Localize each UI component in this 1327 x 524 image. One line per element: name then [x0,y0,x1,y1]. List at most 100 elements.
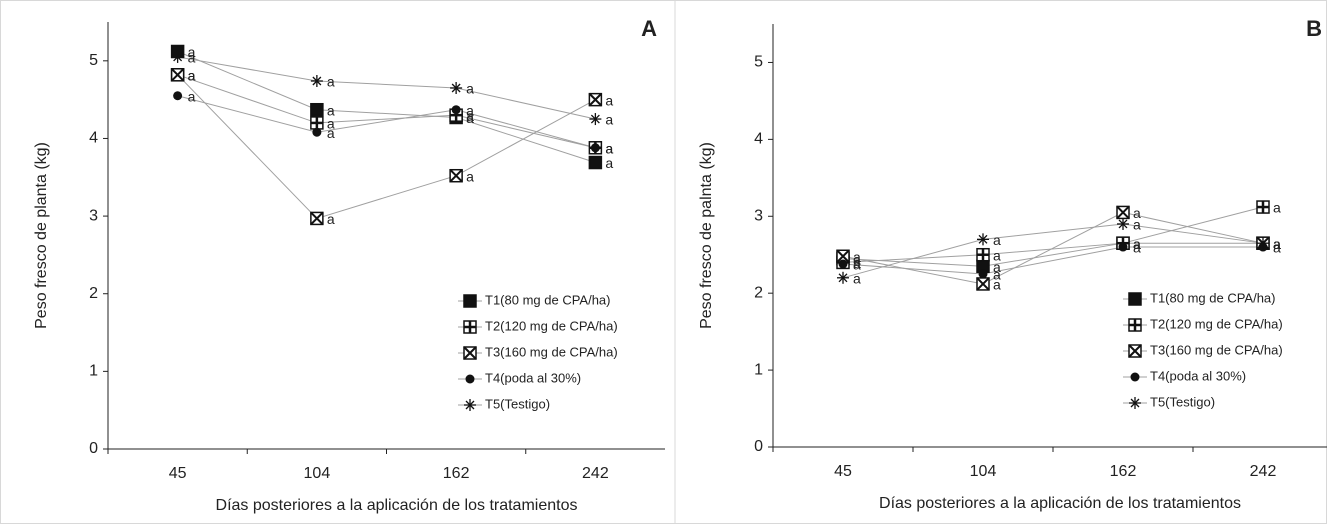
y-tick-label: 3 [89,207,98,224]
significance-letter: a [188,67,196,83]
legend-label: T2(120 mg de CPA/ha) [485,318,618,333]
series-line [842,242,1263,267]
legend-marker [463,320,477,334]
legend-label: T3(160 mg de CPA/ha) [1150,342,1283,357]
significance-letter: a [466,108,474,124]
legend-label: T5(Testigo) [485,396,550,411]
marker-shape [312,127,322,137]
significance-letter: a [327,211,335,227]
x-tick-label: 242 [1250,463,1277,480]
legend-marker [465,374,475,384]
marker-shape [1116,205,1130,220]
data-point [589,113,602,126]
legend-marker [1129,397,1141,409]
legend-marker [464,399,476,411]
marker-shape [1130,372,1140,382]
x-tick-label: 104 [970,463,997,480]
y-tick-label: 0 [754,438,763,455]
marker-shape [978,269,988,279]
marker-shape [312,76,322,86]
significance-letter: a [605,140,613,156]
significance-letter: a [1133,236,1141,252]
legend-label: T3(160 mg de CPA/ha) [485,344,618,359]
panel-label: A [641,16,657,41]
data-point [1116,205,1130,220]
data-point [976,247,990,262]
data-point [310,211,324,226]
series-line [177,74,596,219]
marker-shape [173,52,183,62]
significance-letter: a [605,155,613,171]
y-tick-label: 1 [89,363,98,380]
significance-letter: a [188,88,196,104]
legend-marker [1128,318,1142,332]
y-tick-label: 1 [754,361,763,378]
y-tick-label: 3 [754,207,763,224]
x-axis-label: Días posteriores a la aplicación de los … [216,497,578,514]
marker-shape [838,259,848,269]
x-tick-label: 162 [1110,463,1137,480]
marker-shape [310,102,324,117]
series-line [177,95,596,149]
marker-shape [451,105,461,115]
significance-letter: a [1273,236,1281,252]
marker-shape [310,211,324,226]
data-point [977,233,989,246]
y-tick-label: 2 [89,285,98,302]
significance-letter: a [993,267,1001,283]
significance-letter: a [993,247,1001,263]
marker-shape [1128,344,1142,358]
significance-letter: a [327,102,335,118]
marker-shape [465,400,475,410]
significance-letter: a [466,81,474,97]
y-axis-label: Peso fresco de planta (kg) [33,142,50,329]
data-point [171,50,184,63]
significance-letter: a [466,168,474,184]
data-point [837,271,849,284]
significance-letter: a [1273,200,1281,216]
x-tick-label: 242 [582,465,609,482]
legend-label: T2(120 mg de CPA/ha) [1150,316,1283,331]
significance-letter: a [1133,205,1141,221]
significance-letter: a [853,249,861,265]
legend-marker [1128,344,1142,358]
legend-label: T1(80 mg de CPA/ha) [1150,290,1275,305]
data-point [451,105,461,115]
marker-shape [836,249,850,263]
panel-label: B [1306,16,1322,41]
data-point [312,127,322,137]
marker-shape [1128,292,1142,306]
significance-letter: a [993,277,1001,293]
marker-shape [588,92,603,107]
significance-letter: a [188,44,196,60]
data-point [588,92,603,107]
series-line [842,223,1264,279]
series-line [177,51,596,163]
x-tick-label: 45 [169,465,187,482]
data-point [449,168,463,183]
marker-shape [170,68,185,82]
significance-letter: a [327,74,335,90]
significance-letter: a [466,110,474,126]
x-tick-label: 162 [443,465,470,482]
y-tick-label: 0 [89,440,98,457]
marker-shape [463,346,477,360]
marker-shape [173,91,183,101]
legend-label: T1(80 mg de CPA/ha) [485,292,610,307]
data-point [170,68,185,82]
significance-letter: a [1273,236,1281,252]
data-point [450,81,463,94]
significance-letter: a [993,232,1001,248]
significance-letter: a [188,50,196,66]
data-point [976,277,990,291]
data-point [1117,217,1129,230]
significance-letter: a [1273,240,1281,256]
significance-letter: a [853,271,861,287]
data-point [1118,242,1128,252]
significance-letter: a [853,257,861,273]
marker-shape [838,273,848,283]
significance-letter: a [327,116,335,132]
y-tick-label: 5 [754,54,763,71]
marker-shape [590,143,600,153]
